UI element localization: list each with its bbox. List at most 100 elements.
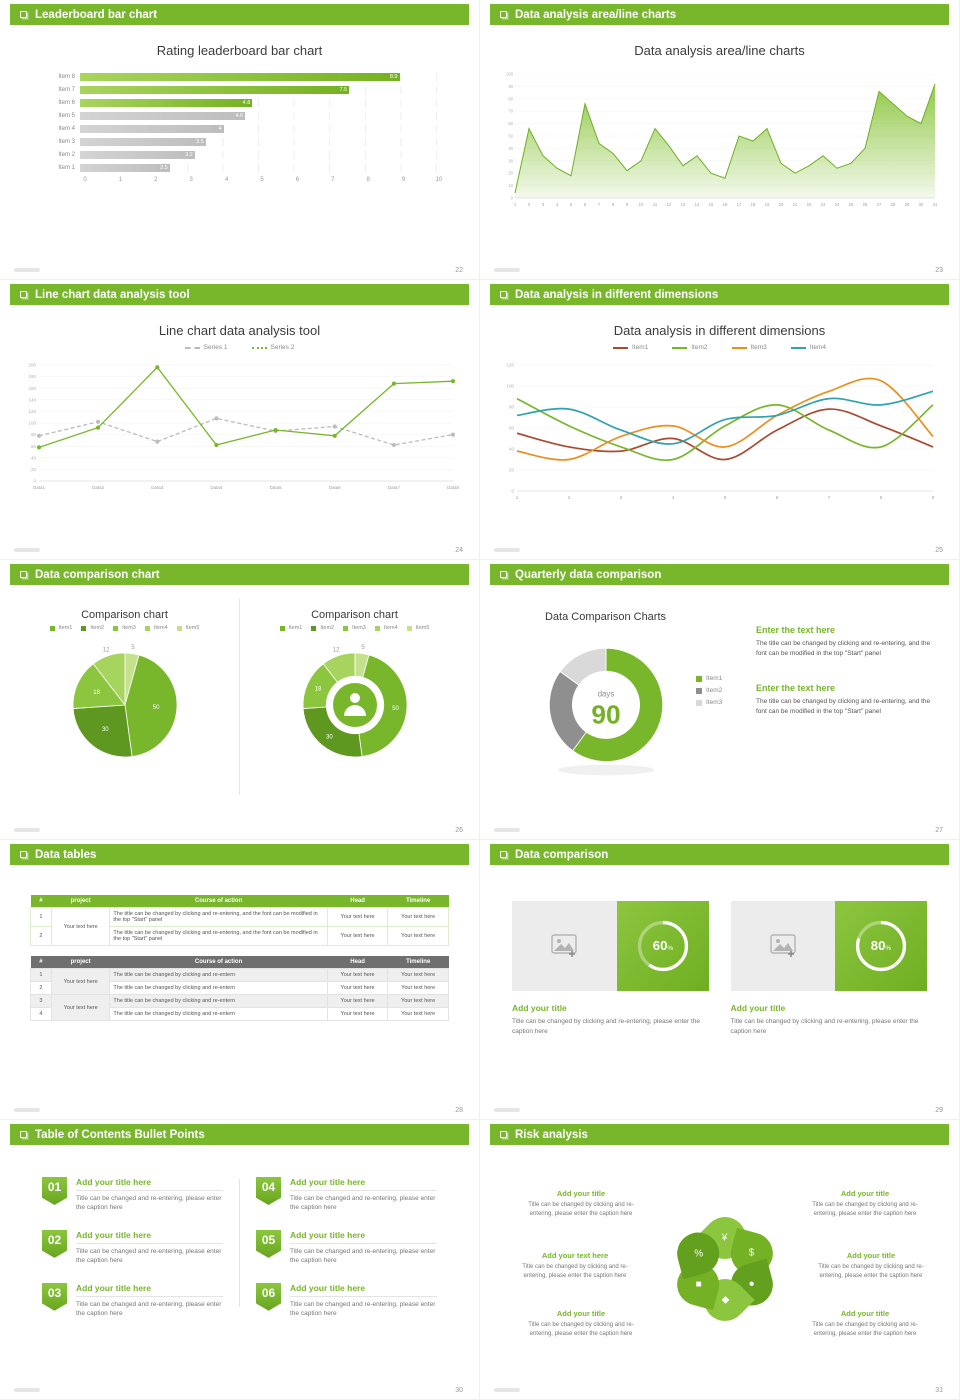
slide-header-title: Data tables xyxy=(35,848,97,861)
bar-row: Item 2 3.2 xyxy=(46,148,439,161)
table-cell: The title can be changed by clicking and… xyxy=(109,926,328,946)
svg-text:18: 18 xyxy=(93,690,100,696)
slide-leaderboard-bar-chart[interactable]: Leaderboard bar chart Rating leaderboard… xyxy=(0,0,480,280)
card-caption: Title can be changed by clicking and re-… xyxy=(512,1018,701,1035)
legend-item: Item3 xyxy=(113,625,136,631)
legend-label: Item1 xyxy=(58,625,73,631)
toc-item-caption: Title can be changed and re-entering, pl… xyxy=(76,1247,222,1265)
square-bullet-icon xyxy=(20,291,27,298)
leaderboard-x-axis: 0 1 2 3 4 5 6 7 8 9 10 xyxy=(83,177,443,183)
svg-text:10: 10 xyxy=(508,183,513,188)
legend-item: Item5 xyxy=(406,625,429,631)
table-cell: 2 xyxy=(30,926,52,946)
line-chart: 0 20 40 60 80 100 120 140 160 180 200 Data1 Data2 Dat… xyxy=(28,363,459,490)
svg-text:160: 160 xyxy=(28,386,36,391)
legend-swatch xyxy=(343,625,349,631)
comparison-card: 80% Add your title Title can be changed … xyxy=(730,901,927,1037)
svg-text:18: 18 xyxy=(314,686,321,692)
svg-text:16: 16 xyxy=(722,202,727,207)
risk-block-title: Add your title xyxy=(846,1251,896,1260)
svg-text:40: 40 xyxy=(508,146,513,151)
text-block-body: The title can be changed by clicking and… xyxy=(756,640,931,658)
square-bullet-icon xyxy=(500,1131,507,1138)
legend-label: Item4 xyxy=(153,625,168,631)
number-badge: 04 xyxy=(256,1177,281,1205)
donut-chart-panel: Comparison chart Item1 Item2 Item3 Item4 Ite… xyxy=(240,587,469,807)
table-cell: Your text here xyxy=(50,968,111,995)
slide-quarterly-comparison[interactable]: Quarterly data comparison Data Compariso… xyxy=(480,560,960,840)
page-number: 29 xyxy=(935,1107,943,1114)
image-placeholder xyxy=(512,901,617,991)
number-badge: 06 xyxy=(256,1282,281,1311)
svg-text:12: 12 xyxy=(332,647,339,653)
chart-subtitle: Comparison chart xyxy=(81,609,168,621)
toc-column-right: 04 Add your title here Title can be change… xyxy=(240,1177,453,1319)
legend-label: Item2 xyxy=(706,687,723,694)
page-number: 23 xyxy=(935,267,943,274)
legend-label: Item3 xyxy=(122,625,136,631)
svg-text:20: 20 xyxy=(508,171,513,176)
multi-line-chart: 0 20 40 60 80 100 120 1 2 3 4 5 6 7 8 9 xyxy=(506,363,934,500)
text-block: Enter the text here The title can be cha… xyxy=(756,625,938,659)
table-cell: The title can be changed by clicking and… xyxy=(109,994,328,1008)
legend-swatch xyxy=(731,346,747,349)
svg-text:Data2: Data2 xyxy=(92,485,105,490)
watermark xyxy=(14,1108,40,1112)
svg-text:200: 200 xyxy=(28,363,36,368)
slide-dimensions-analysis[interactable]: Data analysis in different dimensions Da… xyxy=(480,280,960,560)
svg-text:0: 0 xyxy=(511,489,514,494)
legend-label: Item4 xyxy=(383,625,398,631)
risk-block-title: Add your text here xyxy=(541,1251,609,1260)
toc-item: 04 Add your title here Title can be change… xyxy=(256,1177,437,1213)
table-cell: Your text here xyxy=(50,907,111,946)
svg-text:100: 100 xyxy=(506,384,514,389)
legend-swatch xyxy=(113,625,119,631)
svg-text:7: 7 xyxy=(597,202,600,207)
svg-text:30: 30 xyxy=(326,735,333,741)
svg-text:12: 12 xyxy=(666,202,671,207)
progress-ring: 80% xyxy=(835,901,927,991)
toc-item-caption: Title can be changed and re-entering, pl… xyxy=(290,1300,436,1318)
slide-data-comparison-chart[interactable]: Data comparison chart Comparison chart I… xyxy=(0,560,480,840)
svg-text:3: 3 xyxy=(619,495,622,500)
svg-text:21: 21 xyxy=(792,202,797,207)
table-header-cell: Head xyxy=(327,956,388,969)
svg-text:60%: 60% xyxy=(652,938,673,953)
svg-text:18: 18 xyxy=(750,202,755,207)
legend-swatch xyxy=(176,625,182,631)
text-block-body: The title can be changed by clicking and… xyxy=(756,698,931,716)
table-row: 1 Your text here The title can be changed … xyxy=(30,968,449,995)
slide-data-tables[interactable]: Data tables # project Course of action Head… xyxy=(0,840,480,1120)
risk-text-block: Add your title Title can be changed by cl… xyxy=(518,1309,644,1338)
chart-legend: Series 1 Series 2 xyxy=(10,344,469,351)
slide-area-line-charts[interactable]: Data analysis area/line charts Data anal… xyxy=(480,0,960,280)
svg-text:70: 70 xyxy=(508,109,513,114)
slide-data-comparison-cards[interactable]: Data comparison 60% xyxy=(480,840,960,1120)
table-cell: Your text here xyxy=(326,926,389,946)
square-bullet-icon xyxy=(500,11,507,18)
svg-text:20: 20 xyxy=(30,467,36,472)
pie-legend: Item1 Item2 Item3 Item4 Item5 xyxy=(10,625,239,631)
legend-label: Item3 xyxy=(750,344,767,351)
slide-header: Data tables xyxy=(10,844,469,865)
legend-swatch xyxy=(612,346,628,349)
legend-item: Series 1 xyxy=(184,344,228,351)
svg-text:5: 5 xyxy=(723,495,726,500)
table-cell: Your text here xyxy=(387,1007,449,1021)
slide-header: Line chart data analysis tool xyxy=(10,284,469,305)
slide-header: Risk analysis xyxy=(490,1124,949,1145)
square-bullet-icon xyxy=(20,1131,27,1138)
square-bullet-icon xyxy=(500,571,507,578)
svg-text:80%: 80% xyxy=(871,938,892,953)
risk-block-caption: Title can be changed by clicking and re-… xyxy=(528,1322,634,1337)
number-badge: 02 xyxy=(42,1229,67,1258)
svg-text:20: 20 xyxy=(508,468,514,473)
slide-risk-analysis[interactable]: Risk analysis ¥ $ ● ◆ ■% Add your title Title… xyxy=(480,1120,960,1400)
slide-table-of-contents[interactable]: Table of Contents Bullet Points 01 Add yo… xyxy=(0,1120,480,1400)
progress-ring: 60% xyxy=(616,901,709,991)
slide-line-chart-tool[interactable]: Line chart data analysis tool Line chart… xyxy=(0,280,480,560)
image-placeholder-icon xyxy=(770,934,796,957)
svg-text:5: 5 xyxy=(361,645,365,651)
